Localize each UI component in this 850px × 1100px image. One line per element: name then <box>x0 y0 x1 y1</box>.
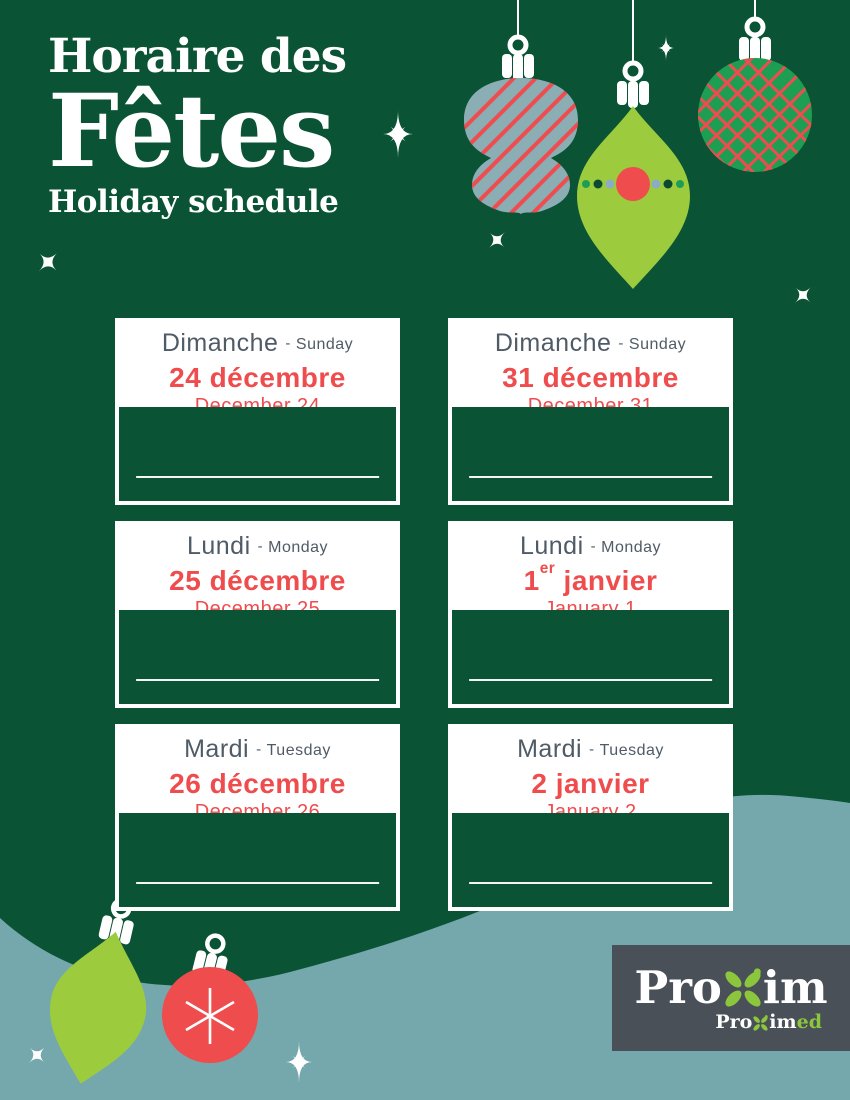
eight-point-star-sparkle-icon <box>286 1041 312 1083</box>
dotted-teardrop-ornament-icon <box>577 60 690 289</box>
write-in-line <box>468 679 713 681</box>
proxim-logo-box: Pro im Pro im ed <box>612 945 850 1051</box>
schedule-card-jan2: Mardi - Tuesday 2 janvier January 2 <box>448 724 733 911</box>
schedule-card-grid: Dimanche - Sunday 24 décembre December 24 … <box>115 318 733 911</box>
day-label: Dimanche - Sunday <box>452 329 729 358</box>
sublogo-text-mid: im <box>769 1011 797 1033</box>
date-fr: 2 janvier <box>531 768 650 799</box>
hours-write-in-panel <box>119 610 396 704</box>
write-in-line <box>468 882 713 884</box>
day-fr: Dimanche <box>494 329 612 357</box>
day-separator: - <box>589 741 595 758</box>
day-en: Sunday <box>295 336 354 353</box>
card-header: Dimanche - Sunday 31 décembre December 31 <box>452 318 729 417</box>
card-header: Dimanche - Sunday 24 décembre December 24 <box>119 318 396 417</box>
day-label: Lundi - Monday <box>119 532 396 561</box>
day-fr: Lundi <box>519 532 584 560</box>
eight-point-star-sparkle-icon <box>658 35 674 61</box>
ornament-strings <box>517 0 756 63</box>
schedule-card-dec26: Mardi - Tuesday 26 décembre December 26 <box>115 724 400 911</box>
logo-text-pre: Pro <box>634 960 722 1014</box>
poster-title-fr-line2: Fêtes <box>48 72 335 191</box>
poster-title-fr-line1: Horaire des <box>48 29 347 84</box>
card-header: Mardi - Tuesday 2 janvier January 2 <box>452 724 729 823</box>
day-label: Mardi - Tuesday <box>119 735 396 764</box>
schedule-card-dec31: Dimanche - Sunday 31 décembre December 31 <box>448 318 733 505</box>
snowflake-ball-ornament-icon <box>162 933 258 1063</box>
sublogo-text-pre: Pro <box>715 1011 753 1033</box>
hours-write-in-panel <box>119 813 396 907</box>
write-in-line <box>135 476 380 478</box>
schedule-card-dec25: Lundi - Monday 25 décembre December 25 <box>115 521 400 708</box>
day-en: Tuesday <box>266 742 331 759</box>
date-fr: 31 décembre <box>502 362 679 393</box>
x-sparkle-icon <box>29 1047 45 1063</box>
teardrop-ornament-icon <box>50 898 147 1084</box>
day-en: Monday <box>268 539 329 556</box>
day-separator: - <box>590 538 597 555</box>
day-fr: Dimanche <box>161 329 279 357</box>
day-separator: - <box>618 335 624 352</box>
proximed-x-leaf-icon <box>753 1015 768 1031</box>
day-en: Tuesday <box>599 742 664 759</box>
day-separator: - <box>285 335 291 352</box>
eight-point-star-sparkle-icon <box>383 110 413 158</box>
date-fr: 1er janvier <box>523 559 658 596</box>
proximed-logo: Pro im ed <box>715 1013 822 1032</box>
proxim-x-leaf-icon <box>725 968 761 1007</box>
day-en: Sunday <box>628 336 687 353</box>
proxim-logo: Pro im <box>634 964 827 1010</box>
schedule-card-dec24: Dimanche - Sunday 24 décembre December 24 <box>115 318 400 505</box>
day-separator: - <box>256 741 262 758</box>
day-fr: Mardi <box>184 735 250 763</box>
hours-write-in-panel <box>119 407 396 501</box>
x-sparkle-icon <box>38 252 58 272</box>
crosshatch-ball-ornament-icon <box>698 16 812 172</box>
card-header: Lundi - Monday 25 décembre December 25 <box>119 521 396 620</box>
schedule-card-jan1: Lundi - Monday 1er janvier January 1 <box>448 521 733 708</box>
hours-write-in-panel <box>452 813 729 907</box>
date-fr: 24 décembre <box>169 362 346 393</box>
x-sparkle-icon <box>489 232 505 248</box>
snowflake-icon <box>185 988 235 1044</box>
poster-title-en: Holiday schedule <box>48 184 339 221</box>
card-header: Lundi - Monday 1er janvier January 1 <box>452 521 729 620</box>
hours-write-in-panel <box>452 407 729 501</box>
day-fr: Mardi <box>517 735 583 763</box>
logo-text-post: im <box>762 960 828 1014</box>
date-fr: 26 décembre <box>169 768 346 799</box>
hours-write-in-panel <box>452 610 729 704</box>
x-sparkle-icon <box>795 287 811 303</box>
sparkles <box>29 35 811 1083</box>
day-label: Dimanche - Sunday <box>119 329 396 358</box>
write-in-line <box>135 882 380 884</box>
day-label: Mardi - Tuesday <box>452 735 729 764</box>
title-block: Horaire des Fêtes Holiday schedule <box>48 29 347 222</box>
day-label: Lundi - Monday <box>452 532 729 561</box>
date-fr: 25 décembre <box>169 565 346 596</box>
day-fr: Lundi <box>186 532 251 560</box>
write-in-line <box>135 679 380 681</box>
write-in-line <box>468 476 713 478</box>
day-en: Monday <box>601 539 662 556</box>
card-header: Mardi - Tuesday 26 décembre December 26 <box>119 724 396 823</box>
day-separator: - <box>257 538 264 555</box>
sublogo-text-suffix: ed <box>796 1011 822 1033</box>
